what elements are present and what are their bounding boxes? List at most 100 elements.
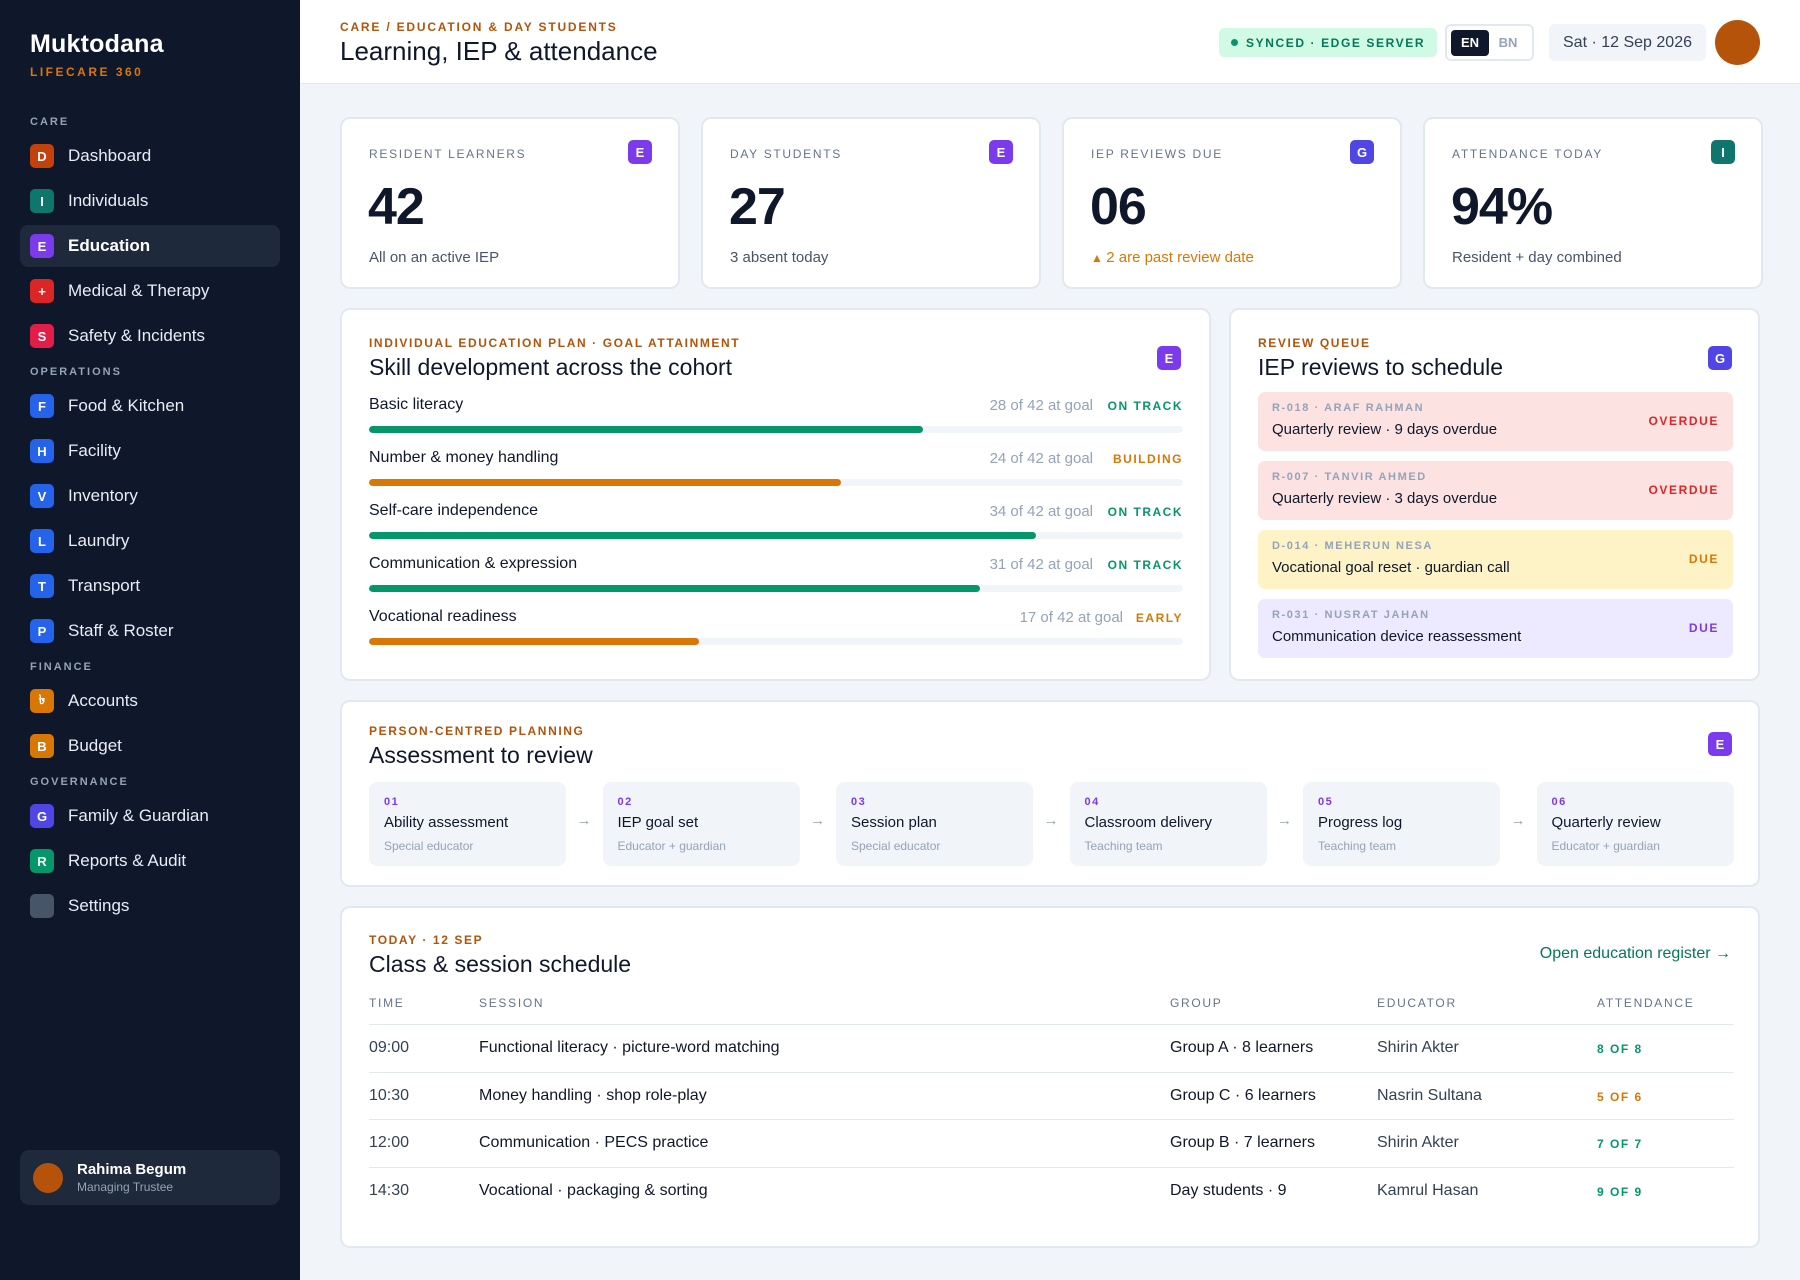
- sidebar-item-reports-audit[interactable]: R Reports & Audit: [20, 840, 280, 882]
- progress-status: EARLY: [1135, 611, 1183, 625]
- education-badge-icon: E: [1708, 732, 1732, 756]
- stat-badge-icon: I: [1711, 140, 1735, 164]
- stat-label: ATTENDANCE TODAY: [1452, 147, 1603, 161]
- assessment-step: 04 Classroom delivery Teaching team: [1069, 782, 1267, 866]
- stat-value: 27: [729, 178, 786, 236]
- sidebar-item-icon: F: [30, 394, 54, 418]
- attendance-value: 7 OF 7: [1597, 1137, 1643, 1151]
- schedule-card: TODAY · 12 SEP Class & session schedule …: [340, 906, 1760, 1248]
- table-row[interactable]: 12:00 Communication · PECS practice Group …: [369, 1119, 1734, 1167]
- progress-count: 24 of 42 at goal: [989, 450, 1093, 467]
- review-item-status: OVERDUE: [1648, 483, 1719, 497]
- sidebar-item-medical-therapy[interactable]: + Medical & Therapy: [20, 270, 280, 312]
- sidebar-item-label: Food & Kitchen: [68, 396, 185, 415]
- sidebar-item-safety-incidents[interactable]: S Safety & Incidents: [20, 315, 280, 357]
- review-queue-item[interactable]: R-007 · TANVIR AHMED Quarterly review · 3…: [1258, 461, 1733, 520]
- cell-time: 10:30: [369, 1086, 410, 1104]
- stat-note: 3 absent today: [730, 249, 828, 266]
- stat-label: DAY STUDENTS: [730, 147, 842, 161]
- sidebar-nav: CARE D Dashboard I Individuals E Education + Med…: [20, 108, 280, 927]
- progress-status: ON TRACK: [1107, 558, 1183, 572]
- open-education-register-link[interactable]: Open education register →: [1539, 945, 1731, 962]
- review-item-status: OVERDUE: [1648, 414, 1719, 428]
- sidebar-item-icon: S: [30, 324, 54, 348]
- column-header-attendance: ATTENDANCE: [1597, 996, 1695, 1010]
- user-card[interactable]: Rahima Begum Managing Trustee: [20, 1150, 280, 1205]
- step-title: Progress log: [1318, 814, 1403, 831]
- column-header-educator: EDUCATOR: [1377, 996, 1457, 1010]
- table-row[interactable]: 10:30 Money handling · shop role-play Grou…: [369, 1071, 1734, 1120]
- sidebar-item-facility[interactable]: H Facility: [20, 430, 280, 472]
- sidebar-item-label: Safety & Incidents: [68, 326, 206, 345]
- sidebar-item-accounts[interactable]: ৳ Accounts: [20, 680, 280, 722]
- schedule-title: Class & session schedule: [369, 951, 632, 977]
- sidebar-item-settings[interactable]: Settings: [20, 885, 280, 927]
- sidebar-item-icon: H: [30, 439, 54, 463]
- progress-label: Communication & expression: [369, 555, 578, 572]
- sidebar-item-dashboard[interactable]: D Dashboard: [20, 135, 280, 177]
- nav-section-label: OPERATIONS: [30, 366, 122, 378]
- progress-row: Vocational readiness 17 of 42 at goal EARL…: [369, 608, 1183, 658]
- iep-eyebrow: INDIVIDUAL EDUCATION PLAN · GOAL ATTAINM…: [369, 336, 741, 350]
- stat-badge-icon: E: [989, 140, 1013, 164]
- progress-count: 31 of 42 at goal: [989, 556, 1093, 573]
- progress-fill: [369, 532, 1037, 539]
- table-row[interactable]: 09:00 Functional literacy · picture-word …: [369, 1024, 1734, 1072]
- review-item-status: DUE: [1688, 552, 1719, 566]
- review-queue-item[interactable]: D-014 · MEHERUN NESA Vocational goal rese…: [1258, 530, 1733, 589]
- stat-card-iep-reviews-due: IEP REVIEWS DUE 06 ▲ 2 are past review dat…: [1062, 117, 1402, 289]
- sidebar-item-transport[interactable]: T Transport: [20, 565, 280, 607]
- stat-note-text: Resident + day combined: [1452, 249, 1622, 266]
- sidebar-item-icon: +: [30, 279, 54, 303]
- sidebar-item-food-kitchen[interactable]: F Food & Kitchen: [20, 385, 280, 427]
- cell-group: Group A · 8 learners: [1170, 1039, 1314, 1056]
- progress-status: ON TRACK: [1107, 505, 1183, 519]
- progress-label: Basic literacy: [369, 396, 464, 413]
- sidebar-item-individuals[interactable]: I Individuals: [20, 180, 280, 222]
- step-title: IEP goal set: [617, 814, 699, 831]
- sidebar-item-icon: V: [30, 484, 54, 508]
- sidebar-item-label: Individuals: [68, 191, 149, 210]
- sidebar: Muktodana LIFECARE 360 CARE D Dashboard I In…: [0, 0, 300, 1280]
- sidebar-item-staff-roster[interactable]: P Staff & Roster: [20, 610, 280, 652]
- sidebar-item-label: Budget: [68, 736, 122, 755]
- sidebar-item-laundry[interactable]: L Laundry: [20, 520, 280, 562]
- sidebar-item-icon: I: [30, 189, 54, 213]
- lang-en-button[interactable]: EN: [1451, 29, 1489, 56]
- review-queue-card: REVIEW QUEUE IEP reviews to schedule G R…: [1229, 308, 1760, 681]
- stat-card-day-students: DAY STUDENTS 27 3 absent today E: [701, 117, 1041, 289]
- profile-avatar[interactable]: [1715, 20, 1760, 65]
- stat-value: 42: [368, 178, 425, 236]
- review-queue-item[interactable]: R-031 · NUSRAT JAHAN Communication device…: [1258, 599, 1733, 658]
- attendance-value: 9 OF 9: [1597, 1184, 1643, 1199]
- iep-goal-card: INDIVIDUAL EDUCATION PLAN · GOAL ATTAINM…: [340, 308, 1211, 681]
- sidebar-item-icon: ৳: [30, 689, 54, 713]
- stat-label: RESIDENT LEARNERS: [369, 147, 527, 161]
- sidebar-item-label: Laundry: [68, 531, 130, 550]
- sidebar-item-label: Family & Guardian: [68, 806, 209, 825]
- step-number: 05: [1318, 796, 1334, 808]
- sidebar-item-label: Reports & Audit: [68, 851, 187, 870]
- assessment-step: 05 Progress log Teaching team: [1303, 782, 1500, 866]
- cell-session: Functional literacy · picture-word match…: [479, 1039, 780, 1056]
- step-number: 04: [1084, 796, 1100, 808]
- sidebar-item-education[interactable]: E Education: [20, 225, 280, 267]
- cell-group: Day students · 9: [1170, 1181, 1287, 1199]
- sidebar-item-inventory[interactable]: V Inventory: [20, 475, 280, 517]
- sidebar-item-label: Education: [68, 236, 151, 255]
- schedule-eyebrow: TODAY · 12 SEP: [369, 933, 484, 947]
- assessment-step: 03 Session plan Special educator: [836, 782, 1033, 866]
- lang-bn-button[interactable]: BN: [1498, 35, 1518, 50]
- progress-label: Vocational readiness: [369, 608, 517, 625]
- stat-note-text: 2 are past review date: [1106, 249, 1254, 266]
- progress-row: Communication & expression 31 of 42 at go…: [369, 555, 1183, 605]
- nav-section-label: GOVERNANCE: [30, 776, 129, 788]
- progress-track: [369, 426, 1183, 433]
- sidebar-item-label: Dashboard: [68, 146, 152, 165]
- progress-track: [369, 585, 1183, 592]
- sidebar-item-family-guardian[interactable]: G Family & Guardian: [20, 795, 280, 837]
- table-row[interactable]: 14:30 Vocational · packaging & sorting Day…: [369, 1166, 1734, 1215]
- sidebar-item-budget[interactable]: B Budget: [20, 725, 280, 767]
- review-queue-item[interactable]: R-018 · ARAF RAHMAN Quarterly review · 9 …: [1258, 392, 1733, 451]
- stat-note-text: 3 absent today: [730, 249, 829, 266]
